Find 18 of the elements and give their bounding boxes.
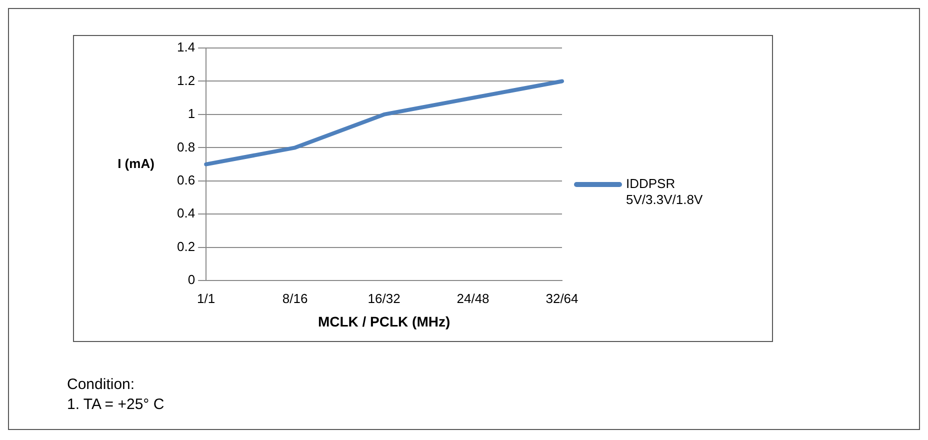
x-tick-label: 1/1 bbox=[197, 290, 216, 306]
y-tick-label: 1.4 bbox=[176, 40, 196, 55]
x-tick-label: 16/32 bbox=[368, 290, 400, 306]
text: Condition: bbox=[67, 375, 136, 395]
y-tick-label: 1.2 bbox=[176, 72, 196, 88]
y-tick-label: 0 bbox=[188, 272, 196, 288]
x-tick-label: 8/16 bbox=[282, 290, 308, 306]
x-tick-label: 32/64 bbox=[546, 290, 578, 306]
y-tick-label: 0.4 bbox=[176, 206, 196, 221]
legend-label: IDDPSR 5V/3.3V/1.8V bbox=[626, 176, 704, 208]
y-axis-title: I (mA) bbox=[118, 156, 154, 171]
x-tick-label: 24/48 bbox=[456, 290, 490, 306]
y-tick-label: 0.6 bbox=[176, 172, 196, 188]
y-tick-label: 1 bbox=[188, 106, 196, 122]
text: 1. TA = +25° C bbox=[67, 395, 164, 415]
y-tick-label: 0.2 bbox=[176, 238, 196, 254]
x-axis-title: MCLK / PCLK (MHz) bbox=[318, 313, 450, 330]
y-tick-label: 0.8 bbox=[176, 139, 196, 154]
